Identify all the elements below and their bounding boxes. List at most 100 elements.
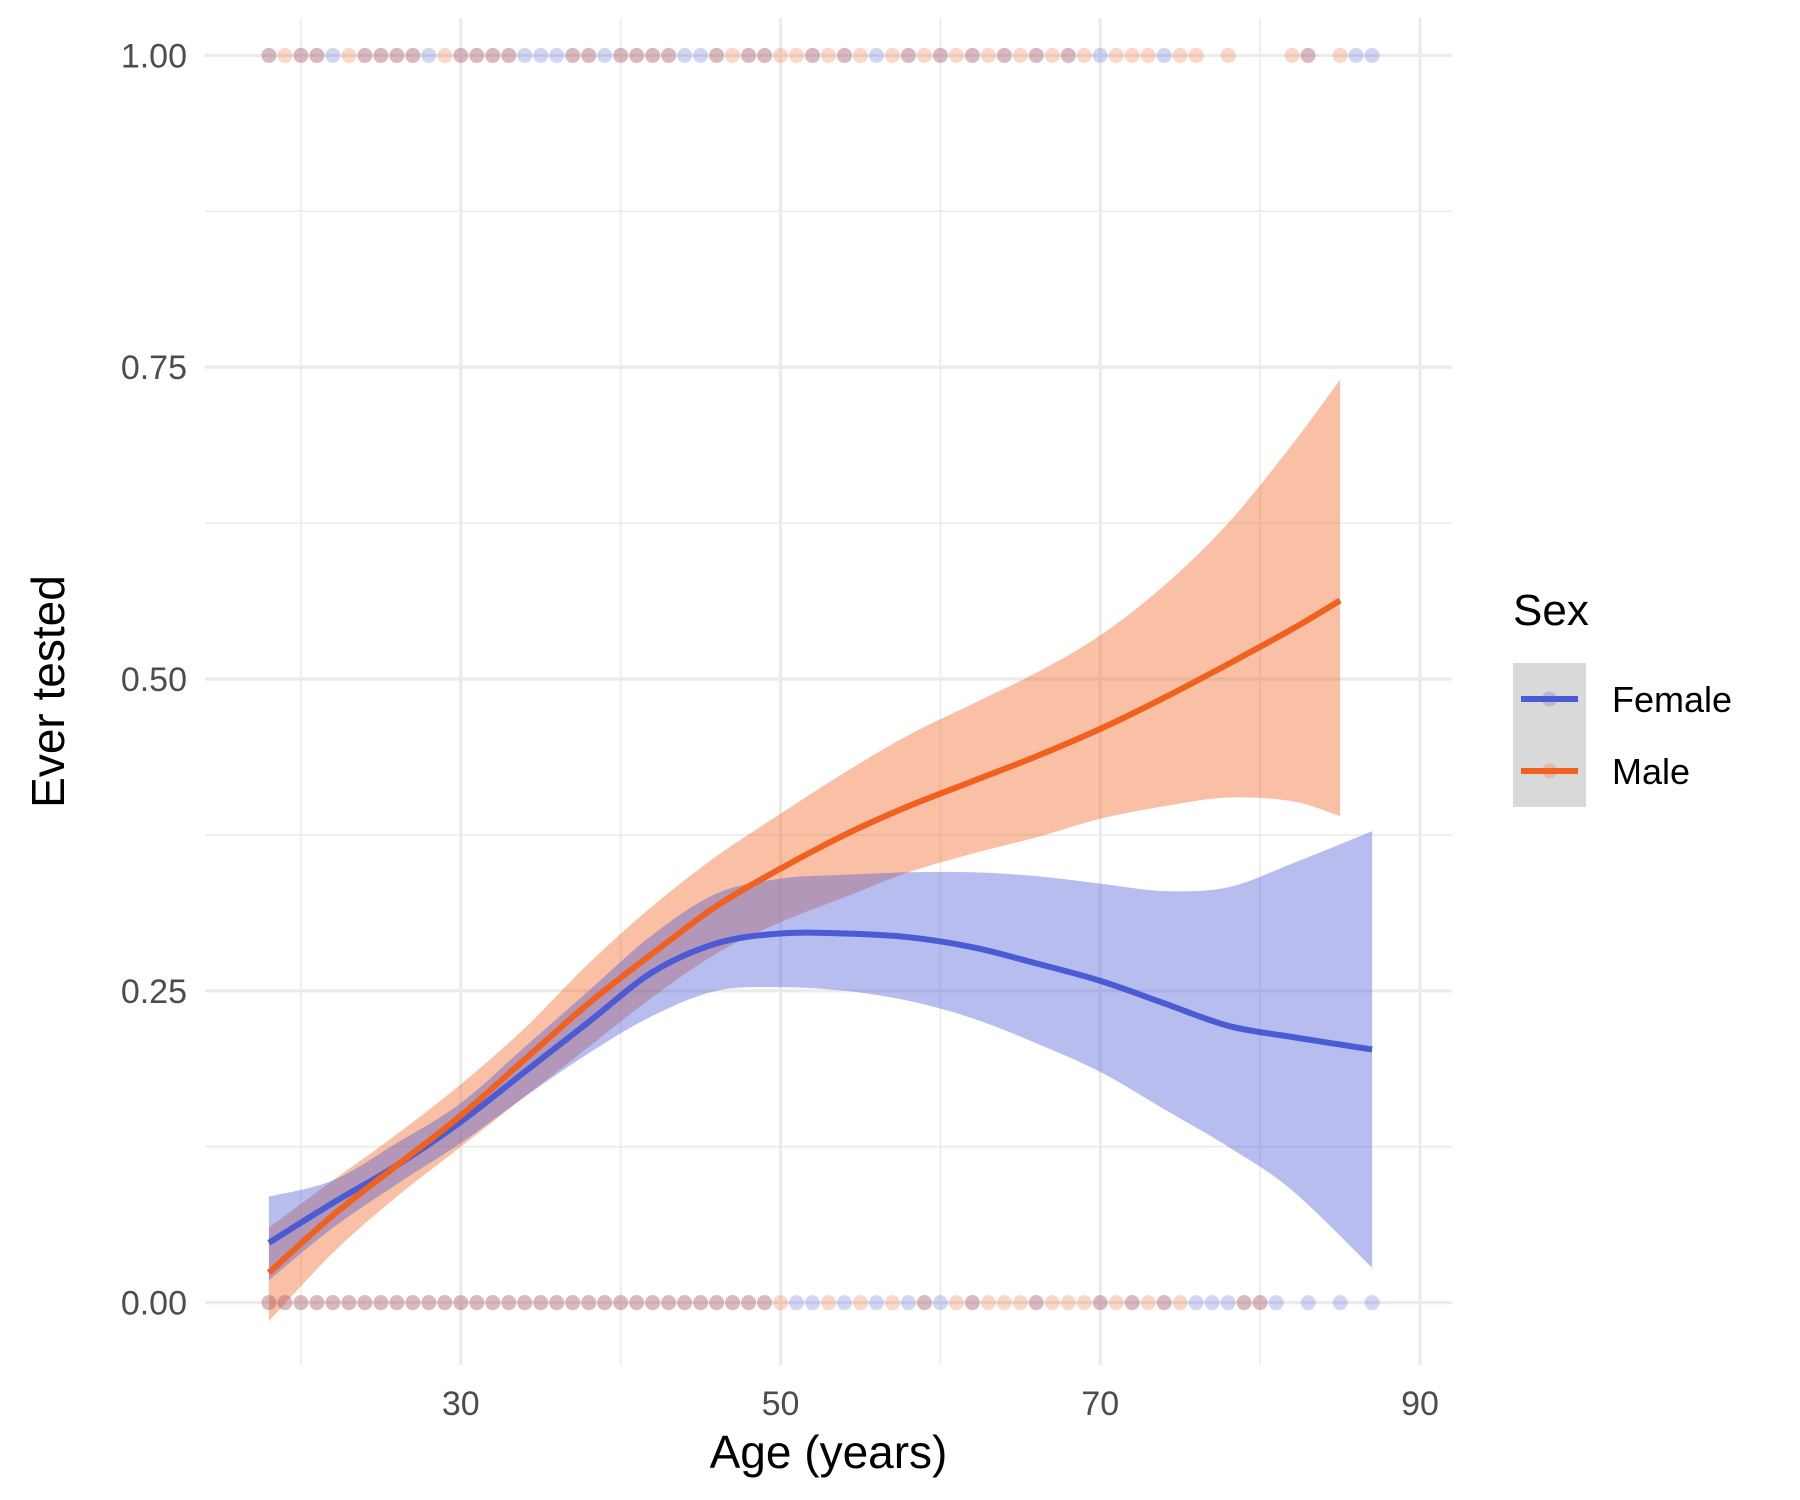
point-female-not-tested [932,1295,948,1311]
legend-label-male: Male [1612,751,1690,792]
point-male-not-tested [1044,1295,1060,1311]
ribbon-male [268,379,1341,1322]
point-male-tested [389,47,405,63]
point-male-tested [1044,47,1060,63]
point-female-not-tested [1236,1295,1252,1311]
point-male-not-tested [421,1295,437,1311]
point-male-tested [884,47,900,63]
point-female-not-tested [1268,1295,1284,1311]
point-male-not-tested [261,1295,277,1311]
point-male-tested [852,47,868,63]
point-female-not-tested [293,1295,309,1311]
confidence-ribbons [268,379,1373,1322]
point-female-tested [629,47,645,63]
point-female-not-tested [549,1295,565,1311]
point-male-not-tested [884,1295,900,1311]
point-female-tested [549,47,565,63]
point-male-tested [789,47,805,63]
point-male-not-tested [964,1295,980,1311]
point-female-not-tested [1092,1295,1108,1311]
point-male-not-tested [277,1295,293,1311]
point-male-tested [1140,47,1156,63]
point-female-tested [581,47,597,63]
point-male-tested [1284,47,1300,63]
point-male-not-tested [1140,1295,1156,1311]
point-female-tested [693,47,709,63]
point-male-not-tested [485,1295,501,1311]
point-male-not-tested [1076,1295,1092,1311]
point-male-not-tested [597,1295,613,1311]
point-male-tested [277,47,293,63]
point-female-not-tested [533,1295,549,1311]
point-male-tested [373,47,389,63]
point-male-not-tested [613,1295,629,1311]
legend: Sex Female Male [1513,586,1732,807]
point-female-not-tested [437,1295,453,1311]
point-female-tested [1300,47,1316,63]
point-female-tested [932,47,948,63]
point-female-tested [469,47,485,63]
point-male-not-tested [709,1295,725,1311]
point-female-tested [964,47,980,63]
point-female-not-tested [741,1295,757,1311]
point-male-not-tested [1092,1295,1108,1311]
point-female-tested [1092,47,1108,63]
point-male-tested [437,47,453,63]
point-female-not-tested [725,1295,741,1311]
point-female-tested [565,47,581,63]
point-male-not-tested [1108,1295,1124,1311]
point-male-not-tested [325,1295,341,1311]
point-female-not-tested [613,1295,629,1311]
point-female-not-tested [789,1295,805,1311]
point-female-not-tested [693,1295,709,1311]
tick-labels: 30 50 70 90 0.00 0.25 0.50 0.75 1.00 [121,37,1439,1423]
point-male-tested [645,47,661,63]
point-female-not-tested [836,1295,852,1311]
point-male-tested [900,47,916,63]
point-male-tested [980,47,996,63]
point-female-not-tested [916,1295,932,1311]
ribbon-female [268,831,1373,1281]
point-male-not-tested [453,1295,469,1311]
point-female-not-tested [277,1295,293,1311]
point-male-tested [629,47,645,63]
point-male-not-tested [373,1295,389,1311]
point-male-tested [565,47,581,63]
point-female-not-tested [645,1295,661,1311]
point-female-not-tested [309,1295,325,1311]
point-male-not-tested [948,1295,964,1311]
point-male-not-tested [437,1295,453,1311]
point-male-tested [453,47,469,63]
point-male-tested [1108,47,1124,63]
point-male-not-tested [773,1295,789,1311]
point-female-not-tested [709,1295,725,1311]
point-male-tested [757,47,773,63]
point-male-not-tested [916,1295,932,1311]
point-female-not-tested [805,1295,821,1311]
point-male-tested [357,47,373,63]
point-female-tested [613,47,629,63]
point-female-not-tested [1156,1295,1172,1311]
x-tick-label: 30 [442,1385,480,1423]
point-female-not-tested [868,1295,884,1311]
point-male-not-tested [581,1295,597,1311]
point-female-not-tested [581,1295,597,1311]
point-male-not-tested [1236,1295,1252,1311]
point-female-tested [533,47,549,63]
point-male-not-tested [341,1295,357,1311]
point-male-tested [773,47,789,63]
point-female-tested [805,47,821,63]
legend-title: Sex [1513,586,1589,635]
point-male-tested [613,47,629,63]
x-tick-label: 90 [1401,1385,1439,1423]
point-female-tested [517,47,533,63]
point-female-tested [900,47,916,63]
point-female-not-tested [1124,1295,1140,1311]
point-female-not-tested [325,1295,341,1311]
point-male-tested [821,47,836,63]
point-male-not-tested [1028,1295,1044,1311]
point-female-tested [485,47,501,63]
point-female-tested [1156,47,1172,63]
point-male-tested [501,47,517,63]
